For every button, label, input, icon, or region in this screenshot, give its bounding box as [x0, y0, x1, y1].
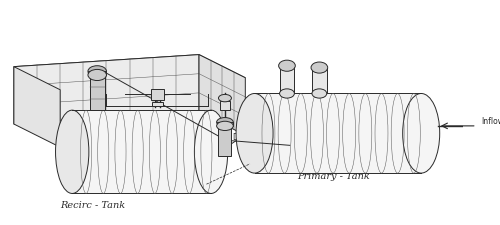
Ellipse shape [402, 94, 440, 173]
Ellipse shape [194, 111, 228, 194]
Ellipse shape [311, 63, 328, 74]
Text: Recirc - Tank: Recirc - Tank [60, 200, 125, 209]
Text: Inflow: Inflow [482, 116, 500, 125]
Polygon shape [152, 102, 163, 106]
Ellipse shape [278, 61, 295, 72]
Polygon shape [72, 111, 211, 194]
Polygon shape [151, 90, 164, 101]
Polygon shape [312, 68, 327, 94]
Polygon shape [14, 55, 245, 90]
Polygon shape [88, 72, 106, 76]
Polygon shape [254, 94, 421, 173]
Polygon shape [280, 66, 294, 94]
Polygon shape [90, 76, 104, 111]
Ellipse shape [56, 111, 89, 194]
Ellipse shape [216, 122, 234, 131]
Ellipse shape [312, 90, 327, 99]
Ellipse shape [236, 94, 273, 173]
Polygon shape [14, 67, 60, 148]
Ellipse shape [216, 118, 234, 127]
Ellipse shape [88, 70, 106, 81]
Polygon shape [216, 123, 234, 126]
Polygon shape [218, 126, 232, 156]
Polygon shape [14, 55, 199, 124]
Ellipse shape [218, 95, 232, 102]
Text: Primary - Tank: Primary - Tank [297, 171, 370, 180]
Ellipse shape [88, 66, 106, 77]
Ellipse shape [280, 90, 294, 99]
Polygon shape [199, 55, 246, 135]
Text: Discharge: Discharge [232, 132, 271, 141]
Polygon shape [220, 101, 230, 111]
